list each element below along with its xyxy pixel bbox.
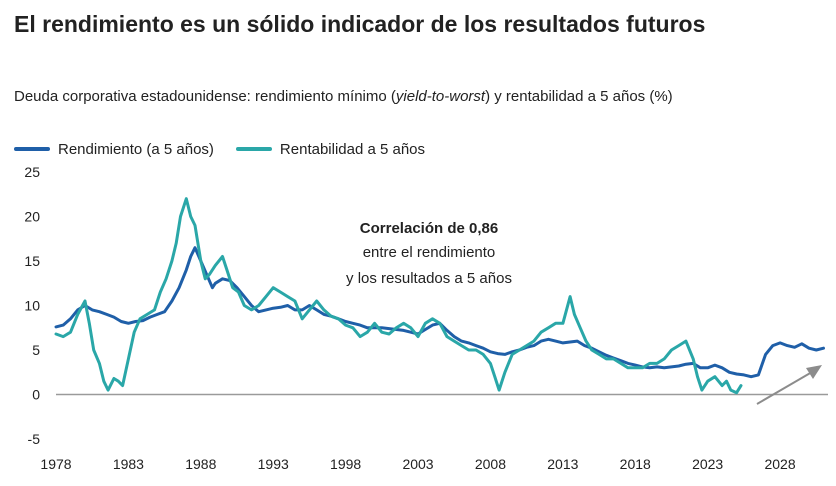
y-tick-label: -5 [28, 431, 41, 447]
x-tick-label: 2018 [620, 456, 651, 472]
series-line-return [54, 197, 743, 395]
chart-title: El rendimiento es un sólido indicador de… [14, 11, 706, 37]
y-tick-label: 20 [24, 209, 40, 225]
y-tick-label: 5 [32, 342, 40, 358]
annotation-line-3: y los resultados a 5 años [346, 270, 512, 287]
annotation-line-2: entre el rendimiento [363, 244, 496, 261]
legend-swatch-return [235, 147, 272, 151]
legend-item-yield: Rendimiento (a 5 años) [14, 141, 214, 158]
subtitle-text: Deuda corporativa estadounidense: rendim… [14, 88, 396, 105]
subtitle-italic: yield-to-worst [395, 88, 486, 105]
legend: Rendimiento (a 5 años) Rentabilidad a 5 … [14, 138, 447, 160]
annotation-bold: Correlación de 0,86 [360, 220, 498, 237]
trend-arrow-icon [756, 365, 822, 405]
x-tick-label: 2023 [692, 456, 723, 472]
x-tick-label: 2028 [764, 456, 795, 472]
subtitle-text-end: ) y rentabilidad a 5 años (%) [485, 88, 673, 105]
x-tick-label: 2003 [402, 456, 433, 472]
x-tick-label: 1978 [40, 456, 71, 472]
x-axis: 1978 1983 1988 1993 1998 2003 2008 2013 2018 2023… [40, 456, 795, 472]
x-tick-label: 1993 [258, 456, 289, 472]
y-tick-label: 0 [32, 387, 40, 403]
y-tick-label: 10 [24, 298, 40, 314]
x-tick-label: 2013 [547, 456, 578, 472]
y-axis: 25 20 15 10 5 0 -5 [24, 164, 40, 447]
legend-item-return: Rentabilidad a 5 años [235, 140, 426, 158]
legend-swatch-yield [14, 147, 50, 151]
y-tick-label: 15 [24, 253, 40, 269]
legend-label-return: Rentabilidad a 5 años [279, 140, 426, 158]
x-tick-label: 1988 [185, 456, 216, 472]
y-tick-label: 25 [24, 164, 40, 180]
annotation: Correlación de 0,86 entre el rendimiento… [346, 220, 512, 287]
x-tick-label: 2008 [475, 456, 506, 472]
series-layer [54, 197, 825, 395]
chart-subtitle: Deuda corporativa estadounidense: rendim… [14, 85, 814, 108]
line-chart: 25 20 15 10 5 0 -5 1978 1983 1988 1993 1998 2003 200… [24, 164, 828, 472]
legend-label-yield: Rendimiento (a 5 años) [58, 140, 214, 158]
x-tick-label: 1998 [330, 456, 361, 472]
x-tick-label: 1983 [113, 456, 144, 472]
